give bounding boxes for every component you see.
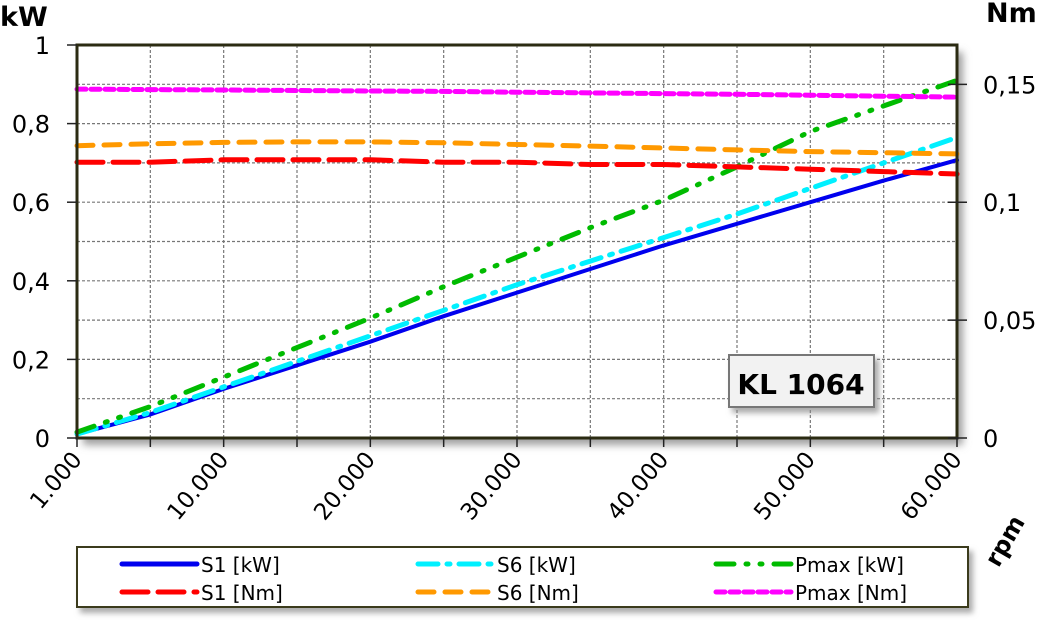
x-tick-label: 50.000 bbox=[749, 447, 821, 525]
x-tick-label: 20.000 bbox=[309, 447, 381, 525]
series-line-pmax-kw bbox=[74, 77, 960, 435]
y-left-axis-label: kW bbox=[0, 2, 48, 33]
series-line-pmax-nm bbox=[74, 86, 960, 100]
legend-label: S1 [Nm] bbox=[201, 581, 283, 605]
series-lines bbox=[74, 77, 960, 437]
y-left-tick-label: 0,4 bbox=[12, 268, 50, 296]
model-label-box: KL 1064 bbox=[728, 354, 875, 408]
y-left-tick-label: 0 bbox=[35, 425, 50, 453]
x-tick-label: 30.000 bbox=[456, 447, 528, 525]
y-left-tick-label: 1 bbox=[35, 32, 50, 60]
series-line-s6-kw bbox=[74, 134, 960, 437]
y-right-axis-label: Nm bbox=[986, 0, 1037, 29]
x-tick-label: 40.000 bbox=[603, 447, 675, 525]
model-label: KL 1064 bbox=[737, 368, 864, 401]
legend-label: Pmax [kW] bbox=[795, 553, 904, 577]
y-left-tick-label: 0,8 bbox=[12, 111, 50, 139]
x-axis-label: rpm bbox=[979, 511, 1030, 572]
x-tick-label: 10.000 bbox=[163, 447, 235, 525]
legend-label: S6 [Nm] bbox=[497, 581, 579, 605]
x-tick-label: 60.000 bbox=[896, 447, 968, 525]
y-left-tick-label: 0,2 bbox=[12, 346, 50, 374]
y-right-tick-label: 0,05 bbox=[983, 307, 1036, 335]
y-left-tick-label: 0,6 bbox=[12, 189, 50, 217]
series-line-s1-nm bbox=[74, 157, 960, 177]
legend: S1 [kW] S6 [kW] Pmax [kW] S1 [Nm] S6 [Nm] Pma… bbox=[76, 546, 969, 608]
x-tick-label: 1.000 bbox=[25, 447, 87, 514]
y-right-tick-label: 0,15 bbox=[983, 71, 1036, 99]
legend-label: S6 [kW] bbox=[497, 553, 576, 577]
legend-label: Pmax [Nm] bbox=[795, 581, 907, 605]
grid bbox=[77, 45, 957, 438]
series-line-s6-nm bbox=[74, 139, 960, 157]
y-right-tick-label: 0 bbox=[983, 425, 998, 453]
legend-label: S1 [kW] bbox=[201, 553, 280, 577]
y-right-tick-label: 0,1 bbox=[983, 189, 1021, 217]
